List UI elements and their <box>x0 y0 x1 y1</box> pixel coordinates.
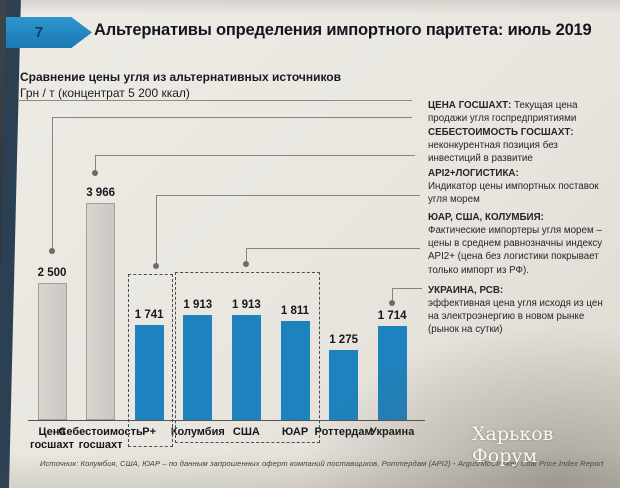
annotation-text: эффективная цена угля исходя из цен на э… <box>428 298 603 336</box>
callout-dot-5 <box>389 300 395 306</box>
bar-value-label: 1 913 <box>232 299 261 311</box>
annotation-gosshaht-price: ЦЕНА ГОСШАХТ: Текущая цена продажи угля … <box>428 99 606 125</box>
dashed-group-importers <box>175 272 320 443</box>
bar-5 <box>231 315 261 420</box>
chart-units-label: Грн / т (концентрат 5 200 ккал) <box>20 86 190 100</box>
bar-value-label: 1 714 <box>377 310 407 322</box>
category-label: Себестоимость госшахт <box>58 426 143 451</box>
watermark: Харьков Форум <box>472 423 554 467</box>
annotation-importers: ЮАР, США, КОЛУМБИЯ: Фактические импортер… <box>428 211 606 277</box>
bar-value-label: 1 811 <box>280 305 310 317</box>
bar-3 <box>134 325 164 420</box>
bar-1 <box>37 283 67 420</box>
x-axis-line <box>28 420 425 421</box>
dashed-group-api2 <box>128 274 173 447</box>
callout-line-5 <box>392 288 422 289</box>
bar-value-label: 1 741 <box>134 309 164 321</box>
category-label: США <box>232 426 260 438</box>
category-label: Украина <box>370 426 415 438</box>
chart-title: Сравнение цены угля из альтернативных ис… <box>20 70 341 84</box>
annotation-title: СЕБЕСТОИМОСТЬ ГОСШАХТ: <box>428 127 574 138</box>
callout-line-1 <box>52 117 412 118</box>
annotation-api2-logistics: API2+ЛОГИСТИКА: Индикатор цены импортных… <box>428 167 606 206</box>
bar-8 <box>377 326 407 420</box>
callout-line-1 <box>52 117 53 251</box>
bar-value-label: 1 913 <box>183 299 213 311</box>
annotation-gosshaht-cost: СЕБЕСТОИМОСТЬ ГОСШАХТ: неконкурентная по… <box>428 126 606 165</box>
bar-value-label: 3 966 <box>86 187 115 199</box>
callout-line-3 <box>156 195 157 266</box>
annotation-ukraine-rsv: УКРАИНА, РСВ: эффективная цена угля исхо… <box>428 284 606 337</box>
bar-2 <box>86 203 116 420</box>
callout-line-2 <box>95 155 96 173</box>
callout-dot-2 <box>92 170 98 176</box>
bar-6 <box>280 321 310 420</box>
source-note: Источник: Колумбия, США, ЮАР – по данным… <box>40 459 604 468</box>
page-title: Альтернативы определения импортного пари… <box>94 21 592 39</box>
annotation-text: неконкурентная позиция без инвестиций в … <box>428 140 558 165</box>
bar-value-label: 1 275 <box>329 334 358 346</box>
callout-line-3 <box>156 195 420 196</box>
bar-4 <box>183 315 213 420</box>
page-number-arrow-icon: 7 <box>6 17 92 48</box>
annotation-text: Текущая цена продажи угля госпредприятия… <box>428 100 578 125</box>
callout-dot-4 <box>243 261 249 267</box>
category-label: Р+ <box>142 426 157 438</box>
callout-dot-3 <box>153 263 159 269</box>
callout-line-4 <box>246 248 247 264</box>
annotation-title: ЮАР, США, КОЛУМБИЯ: <box>428 212 544 223</box>
annotation-text: Индикатор цены импортных поставок угля м… <box>428 181 599 206</box>
annotation-title: API2+ЛОГИСТИКА: <box>428 168 519 179</box>
subtitle-underline <box>18 100 412 101</box>
callout-line-2 <box>95 155 415 156</box>
annotation-title: ЦЕНА ГОСШАХТ: <box>428 100 512 111</box>
bar-7 <box>329 350 359 420</box>
page-number: 7 <box>34 24 44 41</box>
category-label: ЮАР <box>281 426 309 438</box>
annotation-text: Фактические импортеры угля морем – цены … <box>428 225 603 276</box>
callout-line-4 <box>246 248 420 249</box>
category-label: Колумбия <box>170 426 225 438</box>
callout-line-5 <box>392 288 393 303</box>
category-label: Цена госшахт <box>30 426 74 451</box>
bar-value-label: 2 500 <box>37 267 67 279</box>
category-label: Роттердам <box>314 426 373 438</box>
callout-dot-1 <box>49 248 55 254</box>
annotation-title: УКРАИНА, РСВ: <box>428 285 504 296</box>
